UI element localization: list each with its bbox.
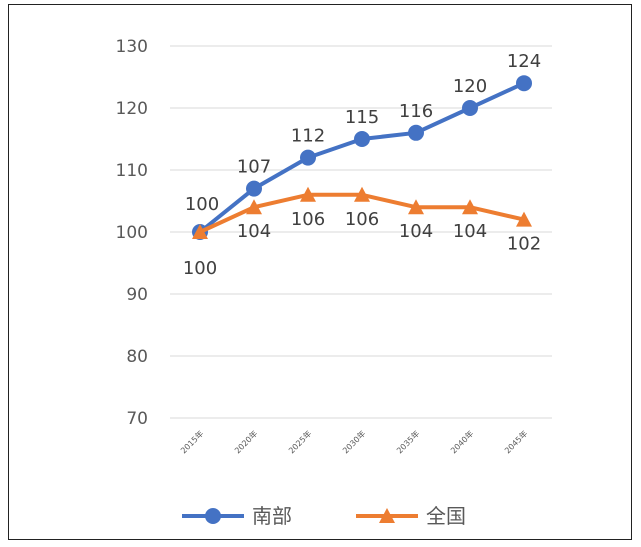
legend-label: 全国 bbox=[426, 504, 466, 528]
legend-label: 南部 bbox=[252, 504, 292, 528]
data-point bbox=[516, 75, 532, 92]
data-point bbox=[300, 149, 316, 166]
data-label: 106 bbox=[291, 209, 325, 230]
x-tick-label: 2020年 bbox=[232, 428, 259, 455]
x-tick-label: 2015年 bbox=[178, 428, 205, 455]
data-labels: 100 107 112 115 116 120 124 100 104 106 106 104 104 1… bbox=[183, 51, 541, 279]
data-label: 100 bbox=[185, 194, 219, 215]
data-label: 112 bbox=[291, 126, 325, 147]
data-label: 115 bbox=[345, 107, 379, 128]
legend-marker bbox=[205, 508, 221, 524]
y-tick-label: 120 bbox=[116, 99, 148, 119]
data-point bbox=[354, 131, 370, 147]
data-label: 116 bbox=[399, 101, 433, 122]
data-point bbox=[246, 180, 262, 197]
y-tick-label: 90 bbox=[126, 285, 148, 305]
legend-item-zenkoku: 全国 bbox=[356, 504, 466, 528]
series-zenkoku bbox=[192, 186, 532, 239]
data-point bbox=[408, 199, 424, 215]
data-point bbox=[462, 199, 478, 215]
data-point bbox=[354, 186, 370, 202]
data-label: 104 bbox=[453, 221, 487, 242]
data-point bbox=[462, 100, 478, 116]
y-tick-label: 130 bbox=[116, 37, 148, 57]
y-axis-ticks: 70 80 90 100 110 120 130 bbox=[116, 37, 148, 429]
data-label: 124 bbox=[507, 51, 541, 72]
legend: 南部 全国 bbox=[182, 504, 466, 528]
y-tick-label: 110 bbox=[116, 161, 148, 181]
data-label: 102 bbox=[507, 234, 541, 255]
gridlines bbox=[170, 45, 552, 419]
x-tick-label: 2040年 bbox=[448, 428, 475, 455]
y-tick-label: 70 bbox=[126, 409, 148, 429]
data-label: 120 bbox=[453, 76, 487, 97]
x-tick-label: 2030年 bbox=[340, 428, 367, 455]
chart-frame bbox=[8, 4, 632, 540]
x-tick-label: 2025年 bbox=[286, 428, 313, 455]
data-point bbox=[300, 186, 316, 202]
x-tick-label: 2045年 bbox=[502, 428, 529, 455]
data-label: 104 bbox=[399, 221, 433, 242]
y-tick-label: 80 bbox=[126, 347, 148, 367]
data-label: 106 bbox=[345, 209, 379, 230]
x-tick-label: 2035年 bbox=[394, 428, 421, 455]
y-tick-label: 100 bbox=[116, 223, 148, 243]
data-label: 104 bbox=[237, 221, 271, 242]
x-axis-ticks: 2015年 2020年 2025年 2030年 2035年 2040年 2045年 bbox=[178, 428, 529, 455]
data-label: 107 bbox=[237, 157, 271, 178]
data-point bbox=[192, 224, 208, 239]
legend-marker bbox=[379, 508, 395, 523]
data-point bbox=[246, 199, 262, 215]
data-point bbox=[516, 211, 532, 227]
data-point bbox=[408, 124, 424, 141]
data-label: 100 bbox=[183, 258, 217, 279]
series-layer bbox=[192, 75, 532, 240]
legend-item-nanbu: 南部 bbox=[182, 504, 292, 528]
